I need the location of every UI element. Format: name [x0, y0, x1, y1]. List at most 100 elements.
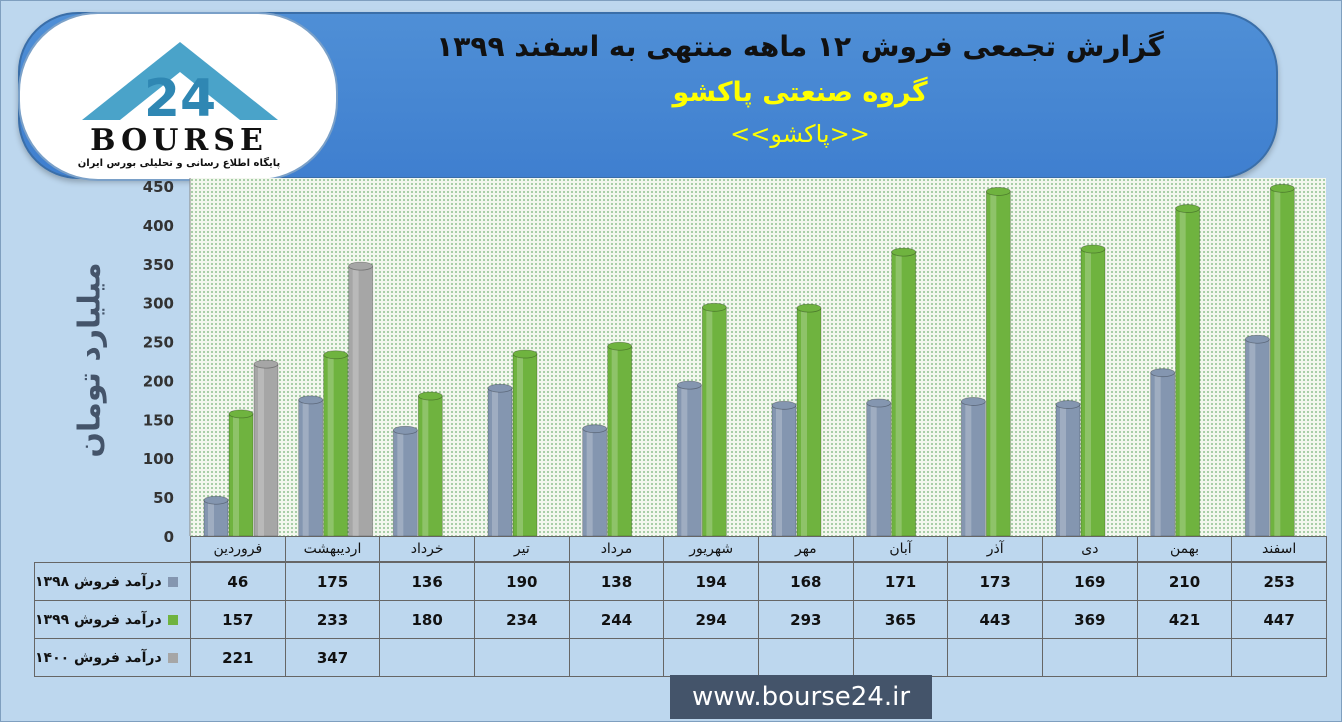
bar-highlight — [776, 407, 782, 536]
bar-1-2 — [417, 395, 443, 537]
category-label: اردیبهشت — [284, 536, 381, 562]
bar-top — [1080, 244, 1106, 254]
bar-highlight — [302, 401, 309, 536]
bar-highlight — [1179, 210, 1186, 537]
bar-top — [1150, 368, 1176, 378]
data-value-cell: 173 — [947, 562, 1043, 601]
category-label: آذر — [947, 536, 1043, 562]
data-value-cell — [852, 638, 949, 677]
y-tick-label: 250 — [143, 334, 174, 352]
bar-top — [607, 341, 633, 351]
bar-1-0 — [228, 413, 254, 537]
bar-top — [298, 395, 324, 405]
category-label: دی — [1042, 536, 1138, 562]
bar-top — [203, 495, 229, 505]
y-tick-label: 150 — [143, 411, 174, 429]
data-value-cell: 171 — [852, 562, 949, 601]
data-value-cell — [1231, 638, 1327, 677]
bar-top — [701, 302, 727, 312]
data-value-cell: 447 — [1231, 600, 1327, 639]
bar-top — [487, 383, 513, 393]
bar-1-10 — [1175, 208, 1201, 537]
category-label: مرداد — [568, 536, 665, 562]
category-label: مهر — [758, 536, 854, 562]
data-value-cell — [1042, 638, 1138, 677]
bar-1-3 — [512, 353, 538, 537]
bar-0-0 — [203, 499, 229, 537]
bar-2-1 — [348, 265, 374, 537]
bar-top — [228, 409, 254, 419]
bar-top — [323, 350, 349, 360]
bar-highlight — [1274, 190, 1281, 537]
bar-top — [771, 400, 797, 410]
bar-highlight — [895, 254, 902, 536]
data-value-cell: 168 — [758, 562, 854, 601]
bar-top — [891, 247, 917, 257]
bar-0-9 — [1055, 404, 1081, 537]
y-tick-label: 350 — [143, 256, 174, 274]
bar-0-8 — [960, 401, 986, 537]
y-tick-label: 100 — [143, 450, 174, 468]
bar-highlight — [258, 366, 264, 536]
bar-0-6 — [771, 404, 797, 537]
bar-1-4 — [607, 345, 633, 537]
bar-1-11 — [1269, 187, 1295, 537]
bar-highlight — [327, 356, 334, 536]
data-value-cell: 293 — [758, 600, 854, 639]
website-url[interactable]: www.bourse24.ir — [670, 675, 932, 719]
bar-highlight — [965, 403, 972, 536]
bar-top — [960, 397, 986, 406]
y-tick-label: 400 — [143, 217, 174, 235]
bar-1-9 — [1080, 248, 1106, 537]
bar-1-6 — [796, 307, 822, 537]
data-value-cell: 136 — [379, 562, 475, 601]
bar-highlight — [1249, 341, 1256, 536]
data-value-cell: 46 — [190, 562, 286, 601]
bar-top — [1175, 204, 1201, 213]
data-value-cell — [474, 638, 570, 677]
bar-highlight — [233, 415, 239, 536]
bar-highlight — [1154, 374, 1161, 536]
category-label: تیر — [474, 536, 570, 562]
bar-top — [985, 187, 1011, 196]
data-value-cell: 244 — [568, 600, 665, 639]
bar-highlight — [1060, 406, 1066, 536]
data-value-cell: 365 — [852, 600, 949, 639]
bar-highlight — [611, 348, 618, 536]
data-value-cell — [568, 638, 665, 677]
y-tick-label: 450 — [143, 178, 174, 196]
category-label: اسفند — [1231, 536, 1327, 562]
bar-highlight — [422, 398, 429, 536]
category-label: بهمن — [1136, 536, 1233, 562]
legend-swatch — [167, 614, 178, 625]
bar-2-0 — [253, 363, 279, 537]
logo-tagline: پایگاه اطلاع رسانی و تحلیلی بورس ایران — [77, 158, 281, 169]
data-value-cell: 234 — [474, 600, 570, 639]
legend-label: درآمد فروش ۱۴۰۰ — [35, 649, 162, 666]
data-value-cell: 347 — [284, 638, 381, 677]
y-tick-label: 0 — [164, 528, 174, 546]
bar-0-1 — [298, 399, 324, 537]
plot-area — [190, 178, 1326, 536]
category-label: آبان — [852, 536, 949, 562]
data-value-cell — [663, 638, 759, 677]
bar-top — [348, 261, 374, 271]
data-value-cell: 180 — [379, 600, 475, 639]
bar-0-7 — [866, 402, 892, 537]
bar-0-11 — [1244, 338, 1270, 537]
bar-highlight — [208, 502, 214, 536]
bar-0-10 — [1150, 372, 1176, 537]
legend-swatch — [167, 576, 178, 587]
data-value-cell: 157 — [190, 600, 286, 639]
bar-0-2 — [392, 429, 418, 537]
bar-top — [253, 359, 279, 369]
bar-top — [392, 425, 418, 435]
data-value-cell — [379, 638, 475, 677]
bar-0-3 — [487, 387, 513, 537]
logo-word: BOURSE — [90, 123, 268, 158]
bar-highlight — [352, 268, 359, 536]
bar-highlight — [1085, 251, 1091, 536]
bar-1-7 — [891, 251, 917, 537]
category-label: شهریور — [663, 536, 759, 562]
